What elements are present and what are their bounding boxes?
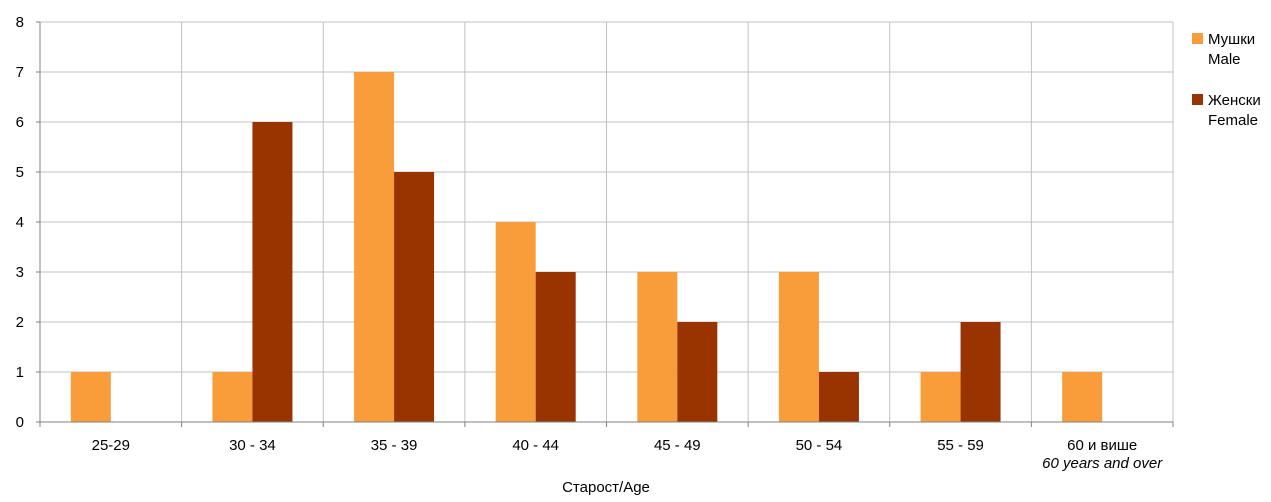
x-tick-label: 30 - 34 — [229, 437, 276, 454]
x-tick-label: 25-29 — [92, 437, 130, 454]
bar-female-5 — [818, 372, 859, 422]
gridlines — [40, 21, 1174, 422]
bar-male-3 — [495, 222, 536, 422]
bar-female-1 — [252, 122, 293, 422]
legend-label-en-male: Male — [1208, 51, 1241, 68]
y-tick-label: 5 — [16, 164, 24, 181]
bar-male-0 — [70, 372, 111, 422]
bar-male-6 — [920, 372, 961, 422]
x-tick-label: 40 - 44 — [512, 437, 559, 454]
legend-label-female: Женски — [1208, 92, 1261, 109]
bar-male-4 — [637, 272, 678, 422]
y-tick-label: 8 — [16, 14, 24, 31]
y-tick-label: 7 — [16, 64, 24, 81]
x-tick-sublabel: 60 years and over — [1042, 455, 1163, 472]
y-tick-label: 4 — [16, 214, 24, 231]
x-tick-label: 55 - 59 — [937, 437, 984, 454]
bars — [70, 72, 1103, 422]
y-tick-label: 1 — [16, 364, 24, 381]
y-tick-label: 3 — [16, 264, 24, 281]
y-tick-label: 2 — [16, 314, 24, 331]
bar-female-6 — [960, 322, 1001, 422]
axis-labels: 0 1 2 3 4 5 6 7 8 25-29 30 - 34 35 - 39 40 - 44 45 - … — [16, 14, 1164, 472]
bar-male-7 — [1062, 372, 1103, 422]
bar-female-2 — [394, 172, 435, 422]
y-tick-label: 0 — [16, 414, 24, 431]
legend-label-en-female: Female — [1208, 112, 1258, 129]
bar-female-3 — [535, 272, 576, 422]
x-tick-label: 50 - 54 — [796, 437, 843, 454]
bar-male-2 — [354, 72, 395, 422]
bar-female-4 — [677, 322, 718, 422]
axes — [36, 21, 1174, 427]
y-tick-label: 6 — [16, 114, 24, 131]
x-tick-label: 35 - 39 — [371, 437, 418, 454]
bar-male-1 — [212, 372, 253, 422]
legend-swatch-male — [1192, 33, 1203, 44]
x-axis-title: Старост/Age — [562, 479, 650, 496]
x-tick-label: 45 - 49 — [654, 437, 701, 454]
x-tick-label: 60 и више — [1067, 437, 1137, 454]
legend-label-male: Мушки — [1208, 31, 1255, 48]
legend-swatch-female — [1192, 94, 1203, 105]
bar-male-5 — [778, 272, 819, 422]
legend: Мушки Male Женски Female — [1192, 31, 1261, 129]
